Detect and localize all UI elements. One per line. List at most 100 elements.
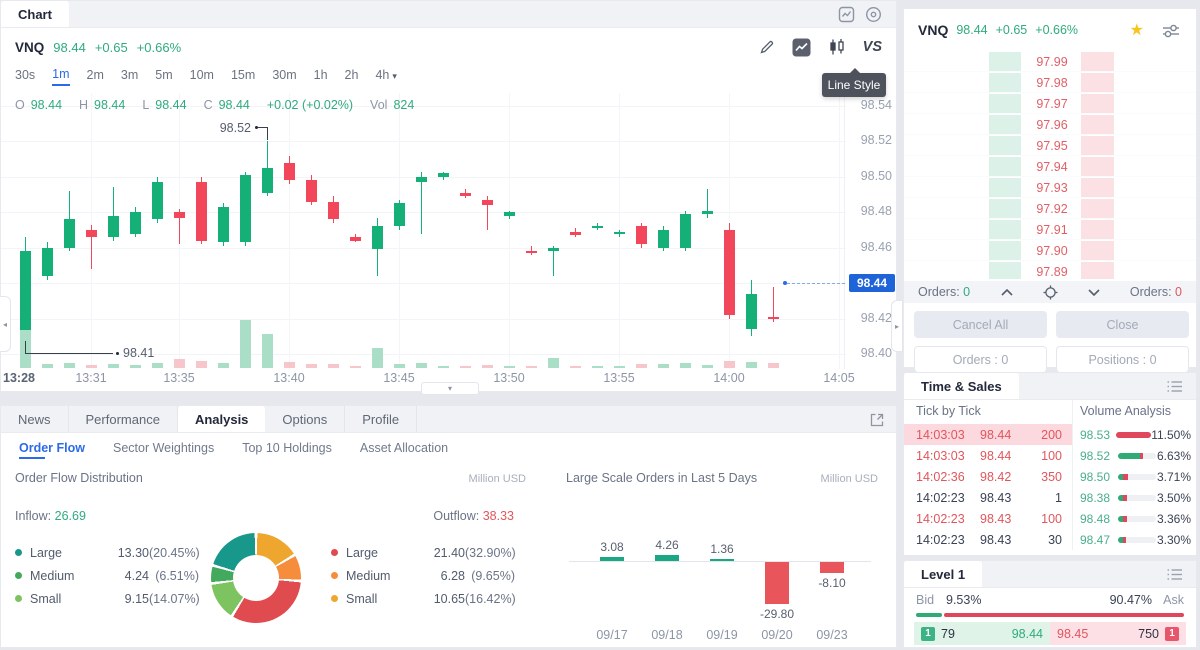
scroll-up-icon[interactable]: [1000, 288, 1013, 296]
ladder-row[interactable]: 97.93: [904, 177, 1196, 198]
timeframe-2h[interactable]: 2h: [344, 67, 359, 82]
ladder-row[interactable]: 97.92: [904, 198, 1196, 219]
mini-chart-icon[interactable]: [838, 6, 855, 23]
cancel-all-button[interactable]: Cancel All: [914, 311, 1047, 338]
compare-vs-button[interactable]: VS: [862, 39, 882, 55]
ladder-bid-cell[interactable]: [989, 178, 1021, 197]
subtab-order-flow[interactable]: Order Flow: [5, 433, 99, 463]
ladder-price: 97.96: [1036, 117, 1068, 132]
ladder-ask-cell[interactable]: [1081, 262, 1114, 279]
ladder-row[interactable]: 97.98: [904, 72, 1196, 93]
ladder-row[interactable]: 97.95: [904, 135, 1196, 156]
bid-percent: 9.53%: [946, 593, 982, 607]
high-label: H: [79, 98, 89, 112]
ladder-row[interactable]: 97.91: [904, 219, 1196, 240]
timeframe-30m[interactable]: 30m: [272, 67, 297, 82]
volume-analysis-row: 98.52 6.63%: [1080, 445, 1191, 466]
timeframe-15m[interactable]: 15m: [230, 67, 256, 82]
collapse-bottom-handle[interactable]: ▾: [421, 382, 479, 395]
subtab-asset-allocation[interactable]: Asset Allocation: [359, 441, 449, 455]
ladder-bid-cell[interactable]: [989, 115, 1021, 134]
ladder-ask-cell[interactable]: [1081, 136, 1114, 155]
ladder-bid-cell[interactable]: [989, 52, 1021, 71]
line-style-icon[interactable]: [828, 38, 846, 56]
timeframe-5m[interactable]: 5m: [155, 67, 173, 82]
symbol-row: VNQ 98.44 +0.65 +0.66% VS: [1, 35, 896, 59]
tick-size: 30: [1048, 532, 1062, 547]
scroll-down-icon[interactable]: [1087, 288, 1100, 296]
draw-pencil-icon[interactable]: [759, 39, 775, 55]
ladder-ask-cell[interactable]: [1081, 157, 1114, 176]
ladder-ask-cell[interactable]: [1081, 52, 1114, 71]
timeframe-3m[interactable]: 3m: [120, 67, 139, 82]
ladder-row[interactable]: 97.97: [904, 93, 1196, 114]
volume-bar: [745, 362, 757, 368]
ladder-ask-cell[interactable]: [1081, 220, 1114, 239]
tab-analysis[interactable]: Analysis: [177, 406, 266, 432]
tab-options[interactable]: Options: [265, 406, 346, 432]
timeframe-dropdown-caret[interactable]: ▾: [392, 70, 397, 81]
timeframe-2m[interactable]: 2m: [86, 67, 104, 82]
favorite-star-icon[interactable]: ★: [1129, 22, 1144, 39]
tab-profile[interactable]: Profile: [345, 406, 418, 432]
ladder-row[interactable]: 97.99: [904, 51, 1196, 72]
grid-line-h: [1, 353, 846, 355]
ladder-row[interactable]: 97.94: [904, 156, 1196, 177]
volume-bar: [261, 333, 273, 368]
subtab-sector-weightings[interactable]: Sector Weightings: [112, 441, 215, 455]
ladder-bid-cell[interactable]: [989, 199, 1021, 218]
tick-price: 98.43: [980, 532, 1012, 547]
center-crosshair-icon[interactable]: [1043, 285, 1058, 300]
record-target-icon[interactable]: [865, 6, 882, 23]
volume-bar: [591, 365, 603, 368]
ladder-bid-cell[interactable]: [989, 157, 1021, 176]
bid-quote[interactable]: 1 79 98.44: [914, 622, 1050, 645]
ladder-row[interactable]: 97.89: [904, 261, 1196, 279]
ladder-price: 97.93: [1036, 180, 1068, 195]
ladder-bid-cell[interactable]: [989, 220, 1021, 239]
timeframe-1m[interactable]: 1m: [52, 67, 70, 86]
tab-level1[interactable]: Level 1: [904, 561, 983, 587]
ladder-bid-cell[interactable]: [989, 241, 1021, 260]
ladder-bid-cell[interactable]: [989, 262, 1021, 279]
ladder-ask-cell[interactable]: [1081, 73, 1114, 92]
list-view-icon[interactable]: [1167, 380, 1182, 393]
low-annotation-label: 98.41: [123, 345, 155, 360]
list-view-icon[interactable]: [1167, 568, 1182, 581]
tab-news[interactable]: News: [1, 406, 69, 432]
tab-chart[interactable]: Chart: [1, 1, 69, 27]
ladder-bid-cell[interactable]: [989, 94, 1021, 113]
positions-count-button[interactable]: Positions : 0: [1056, 346, 1189, 373]
legend-dot: [331, 549, 338, 556]
ladder-ask-cell[interactable]: [1081, 241, 1114, 260]
ladder-bid-cell[interactable]: [989, 73, 1021, 92]
timeframe-4h[interactable]: 4h ▾: [375, 67, 397, 82]
tab-performance[interactable]: Performance: [69, 406, 178, 432]
timeframe-30s[interactable]: 30s: [15, 67, 36, 82]
ladder-bid-cell[interactable]: [989, 136, 1021, 155]
tab-time-sales[interactable]: Time & Sales: [904, 373, 1019, 399]
candle-wick: [486, 196, 488, 230]
expand-panel-icon[interactable]: [870, 413, 884, 427]
annotation-line: [25, 340, 26, 353]
indicator-chart-icon[interactable]: [792, 38, 811, 57]
timeframe-10m[interactable]: 10m: [189, 67, 214, 82]
outflow-total: Outflow: 38.33: [393, 509, 514, 523]
ladder-row[interactable]: 97.96: [904, 114, 1196, 135]
timeframe-1h[interactable]: 1h: [313, 67, 328, 82]
bid-ratio-segment: [916, 613, 942, 617]
ladder-ask-cell[interactable]: [1081, 94, 1114, 113]
ladder-row[interactable]: 97.90: [904, 240, 1196, 261]
tick-price: 98.44: [980, 427, 1012, 442]
collapse-left-handle[interactable]: ◂: [0, 296, 11, 352]
volume-bar: [85, 364, 97, 368]
ask-quote[interactable]: 98.45 750 1: [1050, 622, 1186, 645]
ladder-ask-cell[interactable]: [1081, 199, 1114, 218]
subtab-top-10-holdings[interactable]: Top 10 Holdings: [242, 441, 332, 455]
settings-sliders-icon[interactable]: [1162, 23, 1180, 39]
ladder-ask-cell[interactable]: [1081, 178, 1114, 197]
ladder-ask-cell[interactable]: [1081, 115, 1114, 134]
close-button[interactable]: Close: [1056, 311, 1189, 338]
collapse-right-handle[interactable]: ▸: [891, 300, 903, 352]
orders-count-button[interactable]: Orders : 0: [914, 346, 1047, 373]
